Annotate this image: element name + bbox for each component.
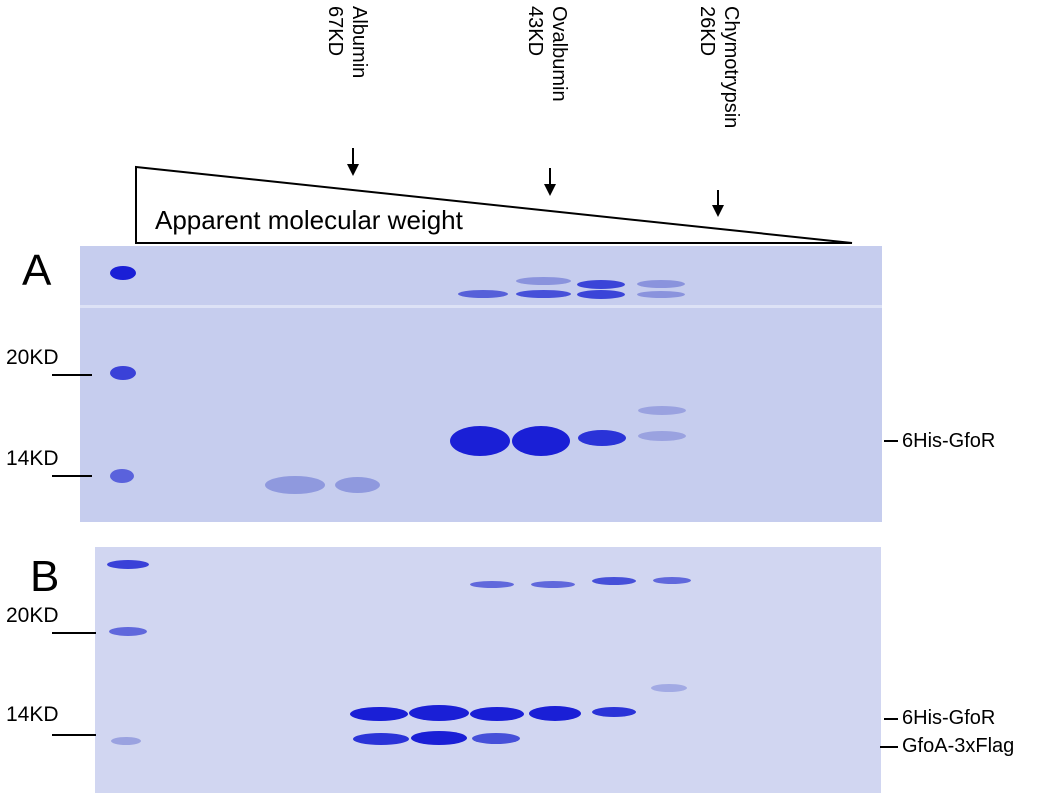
panel-b-ladder-label-14kd: 14KD — [6, 703, 59, 726]
gel-a-band — [637, 280, 685, 288]
gel-b-band — [470, 581, 514, 588]
gel-a-ladder-band — [110, 266, 136, 280]
gel-b-band — [409, 705, 469, 721]
gel-a-band — [516, 290, 571, 298]
gel-a-band — [335, 477, 380, 493]
gel-b-ladder-band — [111, 737, 141, 745]
gel-b-band — [653, 577, 691, 584]
gel-b-band — [529, 706, 581, 721]
panel-b-ladder-tick-20kd — [52, 632, 96, 634]
panel-b-ladder-tick-14kd — [52, 734, 96, 736]
panel-a-band-tick-6his-gfor — [884, 440, 898, 442]
gel-b-band — [592, 577, 636, 585]
gel-a-band — [450, 426, 510, 456]
gel-a-band — [638, 431, 686, 441]
gel-b-band — [651, 684, 687, 692]
gel-b-band — [350, 707, 408, 721]
gel-b-band — [472, 733, 520, 744]
gel-b-band — [470, 707, 524, 721]
gel-b-band — [531, 581, 575, 588]
gel-a-band — [577, 280, 625, 289]
panel-b-band-label-gfoa-3xflag: GfoA-3xFlag — [902, 735, 1015, 757]
panel-a-ladder-label-20kd: 20KD — [6, 346, 59, 369]
panel-b-band-tick-gfoa-3xflag — [880, 746, 898, 748]
panel-letter-b: B — [30, 552, 60, 601]
gel-a-band — [265, 476, 325, 494]
gel-b-band — [353, 733, 409, 745]
gel-a-band — [577, 290, 625, 299]
panel-a-ladder-tick-14kd — [52, 475, 92, 477]
gel-a-band — [638, 406, 686, 415]
gel-a-band — [516, 277, 571, 285]
gel-a-band — [578, 430, 626, 446]
panel-b-band-tick-6his-gfor — [884, 718, 898, 720]
gradient-label: Apparent molecular weight — [155, 205, 463, 235]
gel-a-ladder-band — [110, 469, 134, 483]
gel-b-band — [592, 707, 636, 717]
gel-b-ladder-band — [109, 627, 147, 636]
panel-b-band-label-6his-gfor: 6His-GfoR — [902, 707, 996, 729]
panel-a-ladder-label-14kd: 14KD — [6, 447, 59, 470]
gel-a-artifact-line — [80, 305, 882, 308]
gel-b-band — [411, 731, 467, 745]
gel-a-ladder-band — [110, 366, 136, 380]
gel-b-ladder-band — [107, 560, 149, 569]
panel-a-ladder-tick-20kd — [52, 374, 92, 376]
gel-panel-a — [80, 246, 882, 522]
gel-panel-b — [95, 547, 881, 793]
gel-a-band — [637, 291, 685, 298]
panel-a-band-label-6his-gfor: 6His-GfoR — [902, 430, 996, 452]
arrow-down-icon-albumin — [347, 148, 359, 176]
gel-a-band — [458, 290, 508, 298]
gel-a-band — [512, 426, 570, 456]
arrow-down-icon-chymotrypsin — [712, 190, 724, 217]
panel-b-ladder-label-20kd: 20KD — [6, 604, 59, 627]
arrow-down-icon-ovalbumin — [544, 168, 556, 196]
gradient-triangle — [135, 165, 853, 244]
panel-letter-a: A — [22, 246, 52, 295]
